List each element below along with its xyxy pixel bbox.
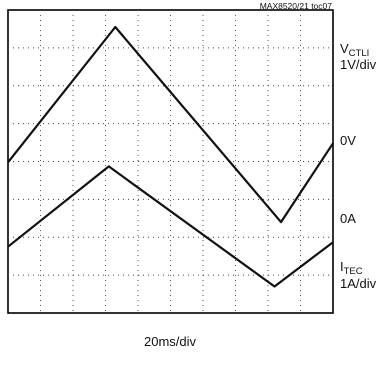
channel1-scale-label: 1V/div bbox=[340, 57, 377, 72]
trace-itec bbox=[7, 165, 334, 288]
x-axis-timebase-label: 20ms/div bbox=[144, 334, 197, 349]
graticule bbox=[8, 10, 333, 313]
traces bbox=[7, 25, 334, 288]
figure-annotation: MAX8520/21 toc07 bbox=[260, 1, 333, 11]
channel1-name-label: VCTLI bbox=[340, 41, 369, 59]
channel2-zero-label: 0A bbox=[340, 211, 356, 226]
channel2-scale-label: 1A/div bbox=[340, 276, 377, 291]
trace-vctli bbox=[7, 25, 334, 224]
channel2-name-label: ITEC bbox=[340, 259, 363, 277]
channel1-zero-label: 0V bbox=[340, 133, 356, 148]
